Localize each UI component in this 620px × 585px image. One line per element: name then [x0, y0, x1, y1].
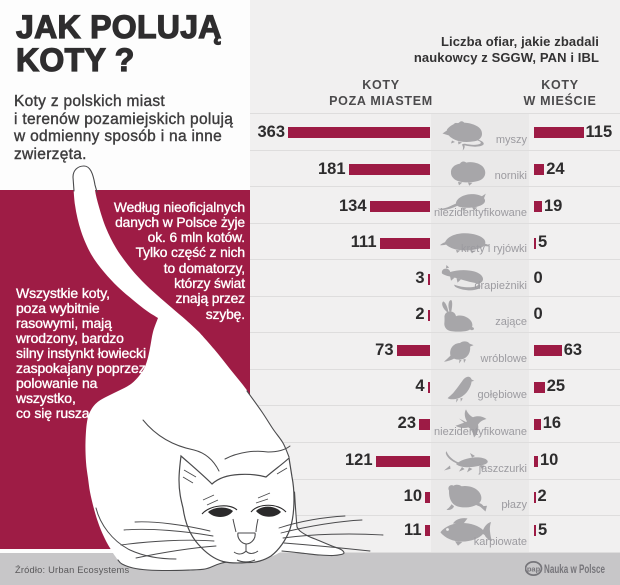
svg-text:pap: pap	[527, 564, 541, 573]
svg-text:Nauka w Polsce: Nauka w Polsce	[544, 562, 605, 576]
